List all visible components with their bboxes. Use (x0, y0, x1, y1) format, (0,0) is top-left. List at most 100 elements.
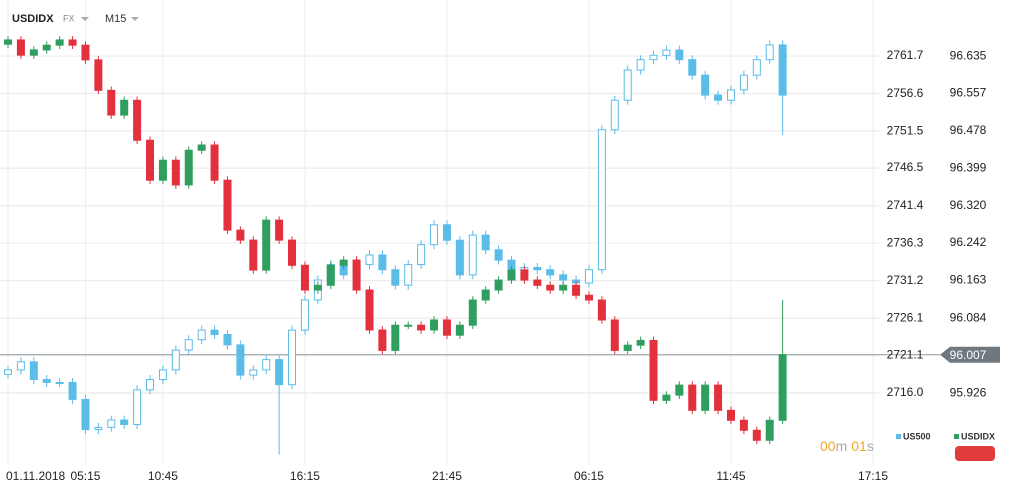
candle-body (584, 269, 593, 284)
y2-tick-label: 95.926 (950, 385, 987, 399)
candle-body (391, 269, 400, 286)
dropdown-arrow[interactable] (81, 17, 89, 21)
candle-body (158, 369, 167, 381)
y-tick-label: 2731.2 (887, 273, 924, 287)
symbol[interactable]: USDIDX (12, 13, 54, 25)
candle-body (184, 339, 193, 351)
candle-body (597, 129, 606, 271)
candle-body (81, 44, 90, 61)
legend-label: USDIDX (961, 431, 995, 441)
candle-body (133, 389, 142, 425)
candle-body (171, 159, 180, 186)
candle-body (94, 59, 103, 91)
candle-body (404, 324, 413, 327)
x-tick-label: 05:15 (70, 469, 100, 483)
candle-body (765, 44, 774, 61)
candle-body (120, 419, 129, 425)
candle-body (714, 94, 723, 101)
candle-body (494, 279, 503, 291)
candle-body (197, 144, 206, 151)
timer-unit: m (836, 438, 848, 454)
candle-body (752, 59, 761, 76)
candle-body (675, 384, 684, 396)
candle-body (210, 329, 219, 336)
candle-body (417, 244, 426, 266)
x-tick-label: 06:15 (574, 469, 604, 483)
candle-body (236, 229, 245, 241)
dropdown-arrow[interactable] (131, 17, 139, 21)
candle-body (739, 419, 748, 431)
candle-body (313, 284, 322, 291)
candle-body (726, 89, 735, 101)
y-tick-label: 2721.1 (887, 347, 924, 361)
candle-body (16, 39, 25, 56)
candle-body (701, 74, 710, 96)
y2-tick-label: 96.635 (950, 48, 987, 62)
x-tick-label: 17:15 (858, 469, 888, 483)
candle-body (107, 419, 116, 428)
candle-body (636, 59, 645, 71)
candle-body (236, 344, 245, 376)
candle-body (184, 149, 193, 186)
candle-body (146, 379, 155, 391)
y-tick-label: 2726.1 (887, 311, 924, 325)
candle-body (404, 264, 413, 286)
candle-body (288, 239, 297, 266)
candle-body (726, 409, 735, 421)
candle-body (572, 284, 581, 296)
candle-body (701, 384, 710, 411)
candle-body (520, 269, 529, 281)
candle-body (4, 369, 12, 375)
candle-body (442, 224, 451, 241)
candles (4, 36, 787, 455)
candle-body (365, 254, 374, 266)
candle-body (42, 44, 51, 51)
candle-body (546, 269, 555, 276)
candle-body (339, 259, 348, 266)
candle-body (430, 319, 439, 331)
y2-tick-label: 96.399 (950, 160, 987, 174)
candle-body (146, 139, 155, 181)
candle-body (4, 39, 12, 45)
candle-body (171, 349, 180, 371)
grid (0, 0, 940, 465)
candle-body (365, 289, 374, 331)
candle-body (300, 264, 309, 291)
candle-body (481, 289, 490, 301)
y-tick-label: 2756.6 (887, 86, 924, 100)
candle-body (714, 384, 723, 411)
candle-body (442, 319, 451, 336)
x-tick-label: 16:15 (290, 469, 320, 483)
y-tick-label: 2746.5 (887, 160, 924, 174)
timer-seconds: 01 (851, 438, 867, 454)
candle-body (765, 419, 774, 441)
candle-body (249, 239, 258, 271)
candle-body (481, 234, 490, 251)
x-tick-label: 11:45 (716, 469, 745, 483)
candle-body (210, 144, 219, 181)
candle-body (417, 324, 426, 331)
candle-body (662, 49, 671, 56)
candle-body (262, 359, 271, 371)
candle-body (55, 39, 64, 46)
candle-body (42, 379, 51, 383)
remove-button[interactable] (955, 446, 995, 461)
candle-body (29, 49, 38, 56)
candle-body (597, 299, 606, 321)
y-tick-label: 2751.5 (887, 123, 924, 137)
timeframe[interactable]: M15 (105, 13, 126, 25)
y-tick-label: 2761.7 (887, 48, 924, 62)
y2-tick-label: 96.242 (950, 235, 987, 249)
candle-body (584, 294, 593, 301)
candle-body (81, 398, 90, 431)
candle-body (494, 249, 503, 261)
overlay: USDIDX FX M15 00m 01s 2761.7 2756.6 2751.5 2… (6, 13, 1000, 483)
candle-body (623, 69, 632, 101)
legend-swatch (896, 434, 901, 439)
legend-label: US500 (903, 431, 931, 441)
candle-body (326, 264, 335, 286)
market[interactable]: FX (63, 13, 75, 23)
candle-body (623, 344, 632, 351)
candle-body (455, 324, 464, 336)
timer-minutes: 00 (820, 438, 836, 454)
